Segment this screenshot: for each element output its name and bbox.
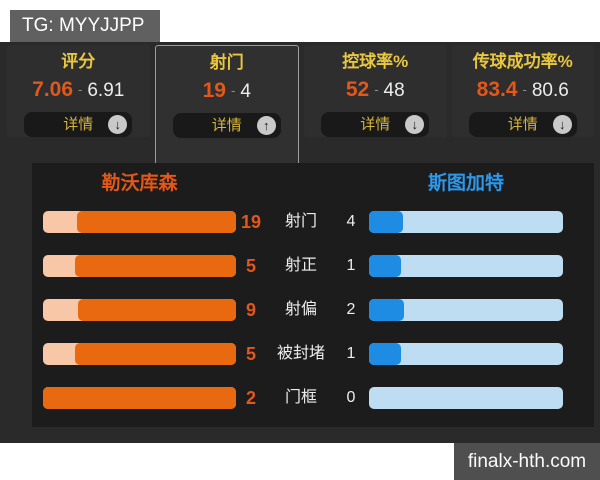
home-stat-value: 19 [240, 212, 262, 232]
away-stat-value: 2 [346, 301, 356, 318]
away-stat-value: 0 [346, 389, 356, 406]
detail-button[interactable]: 详情 ↓ [468, 112, 577, 137]
stat-row-on-target: 5 射正 1 [32, 255, 594, 277]
home-bar-track [43, 387, 236, 409]
arrow-down-circle-icon: ↓ [552, 115, 572, 134]
card-values: 52-48 [304, 77, 447, 105]
stat-row-blocked: 5 被封堵 1 [32, 343, 594, 365]
home-bar-track [43, 343, 236, 365]
detail-button[interactable]: 详情 ↓ [321, 112, 430, 137]
away-bar-track [369, 299, 563, 321]
card-values: 83.4-80.6 [452, 77, 595, 105]
stat-label: 射正 [284, 257, 317, 274]
detail-button-label: 详情 [211, 117, 242, 134]
card-values: 19-4 [156, 78, 299, 106]
value-separator: - [78, 82, 83, 97]
value-separator: - [230, 83, 236, 98]
away-bar-fill [369, 343, 401, 365]
home-bar-fill [43, 387, 236, 409]
stat-label: 射门 [284, 213, 317, 230]
home-bar-track [43, 211, 236, 233]
away-bar-track [369, 387, 563, 409]
match-stats-app: 评分 7.06-6.91 详情 ↓ 射门 19-4 详情 ↑ [0, 42, 600, 443]
card-title: 控球率% [342, 52, 409, 71]
away-value: 48 [383, 80, 405, 101]
home-value: 52 [345, 78, 370, 101]
stat-row-off-target: 9 射偏 2 [32, 299, 594, 321]
arrow-down-circle-icon: ↓ [405, 115, 425, 134]
card-title: 射门 [209, 53, 244, 72]
stat-label: 射偏 [284, 301, 317, 318]
away-stat-value: 4 [346, 213, 356, 230]
stat-card-possession[interactable]: 控球率% 52-48 详情 ↓ [304, 45, 447, 137]
home-stat-value: 5 [245, 344, 256, 364]
stat-cards-row: 评分 7.06-6.91 详情 ↓ 射门 19-4 详情 ↑ [7, 45, 594, 163]
stat-row-woodwork: 2 门框 0 [32, 387, 594, 409]
shots-detail-panel: 勒沃库森 斯图加特 19 射门 4 5 射正 1 9 射偏 2 [32, 163, 594, 427]
away-stat-value: 1 [346, 257, 356, 274]
away-bar-track [369, 255, 563, 277]
detail-button-label: 详情 [360, 116, 391, 133]
away-bar-fill [369, 299, 404, 321]
home-bar-track [43, 299, 236, 321]
detail-button-label: 详情 [507, 116, 538, 133]
card-title: 传球成功率% [472, 52, 573, 71]
stat-label: 被封堵 [276, 345, 325, 362]
home-value: 19 [202, 79, 226, 102]
away-bar-track [369, 211, 563, 233]
stat-card-shots[interactable]: 射门 19-4 详情 ↑ [154, 45, 299, 163]
stat-card-rating[interactable]: 评分 7.06-6.91 详情 ↓ [7, 45, 150, 137]
home-team-name: 勒沃库森 [101, 173, 178, 194]
value-separator: - [522, 82, 527, 97]
away-bar-fill [369, 211, 403, 233]
away-bar-track [369, 343, 563, 365]
card-values: 7.06-6.91 [7, 77, 150, 105]
stat-card-pass-success[interactable]: 传球成功率% 83.4-80.6 详情 ↓ [451, 45, 595, 137]
home-bar-fill [75, 343, 236, 365]
arrow-up-circle-icon: ↑ [256, 116, 276, 135]
home-stat-value: 2 [245, 388, 256, 408]
watermark: finalx-hth.com [454, 443, 600, 480]
away-stat-value: 1 [346, 345, 356, 362]
arrow-down-circle-icon: ↓ [108, 115, 128, 134]
home-value: 7.06 [32, 78, 74, 101]
value-separator: - [374, 82, 379, 97]
home-stat-value: 5 [245, 256, 256, 276]
away-value: 80.6 [531, 80, 569, 101]
away-team-name: 斯图加特 [427, 173, 504, 194]
home-stat-value: 9 [245, 300, 256, 320]
away-bar-fill [369, 255, 401, 277]
tg-badge: TG: MYYJJPP [10, 10, 161, 42]
home-bar-fill [75, 255, 236, 277]
stat-label: 门框 [284, 389, 317, 406]
home-bar-fill [77, 211, 236, 233]
stat-row-shots: 19 射门 4 [32, 211, 594, 233]
home-bar-fill [78, 299, 236, 321]
detail-button-label: 详情 [63, 116, 94, 133]
away-value: 4 [240, 81, 251, 102]
detail-button[interactable]: 详情 ↓ [24, 112, 133, 137]
detail-button[interactable]: 详情 ↑ [172, 113, 281, 138]
card-title: 评分 [61, 52, 96, 71]
home-value: 83.4 [476, 78, 518, 101]
home-bar-track [43, 255, 236, 277]
away-value: 6.91 [87, 80, 125, 101]
